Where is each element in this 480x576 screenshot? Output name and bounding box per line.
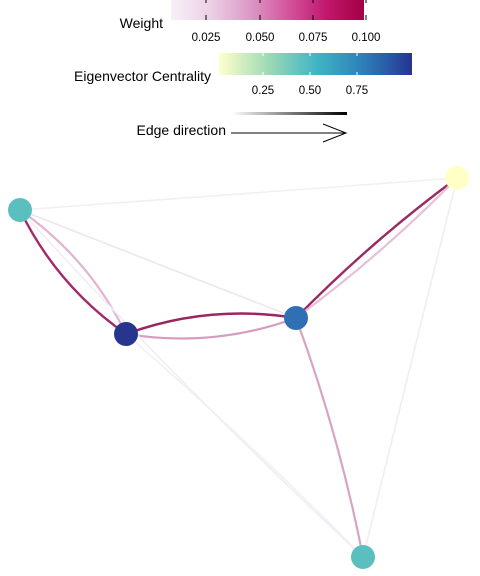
edge-n1-n4	[19, 209, 297, 319]
edge-n1-n5	[19, 209, 364, 558]
centrality-legend-title: Eigenvector Centrality	[74, 68, 211, 84]
weight-tick-label: 0.050	[246, 32, 275, 44]
edge-n3-n5	[125, 333, 364, 558]
centrality-tick-label: 0.75	[346, 85, 368, 97]
weight-legend-title: Weight	[120, 15, 163, 31]
weight-colorbar	[171, 0, 364, 20]
edge-n2-n4	[294, 176, 459, 320]
direction-legend: Edge direction	[136, 112, 348, 143]
node-n5	[351, 545, 375, 569]
edge-n4-n5	[294, 316, 365, 559]
edge-n4-n2	[294, 176, 459, 320]
centrality-tick-label: 0.50	[299, 85, 321, 97]
edges-layer	[18, 176, 459, 559]
centrality-colorbar	[219, 53, 412, 75]
node-n4	[284, 306, 308, 330]
direction-legend-title: Edge direction	[136, 122, 226, 138]
weight-legend: Weight 0.025 0.050 0.075 0.100	[120, 0, 381, 44]
direction-gradient-bar	[231, 112, 347, 115]
weight-tick-label: 0.100	[352, 32, 381, 44]
weight-tick-label: 0.025	[192, 32, 221, 44]
edge-n3-n1	[18, 208, 128, 336]
node-n3	[114, 322, 138, 346]
centrality-legend: Eigenvector Centrality 0.25 0.50 0.75	[74, 53, 412, 97]
edge-n4-n3	[124, 316, 298, 340]
centrality-ticks	[262, 53, 358, 75]
edge-n1-n3	[18, 208, 128, 336]
direction-arrowhead-icon	[322, 123, 348, 143]
centrality-tick-label: 0.25	[252, 85, 274, 97]
node-n2	[445, 166, 469, 190]
edge-n2-n5	[362, 177, 458, 558]
node-n1	[8, 198, 32, 222]
weight-tick-label: 0.075	[299, 32, 328, 44]
edge-n1-n2	[19, 177, 458, 211]
weight-ticks	[205, 0, 367, 20]
edge-n3-n4	[124, 312, 298, 336]
nodes-layer	[8, 166, 469, 569]
